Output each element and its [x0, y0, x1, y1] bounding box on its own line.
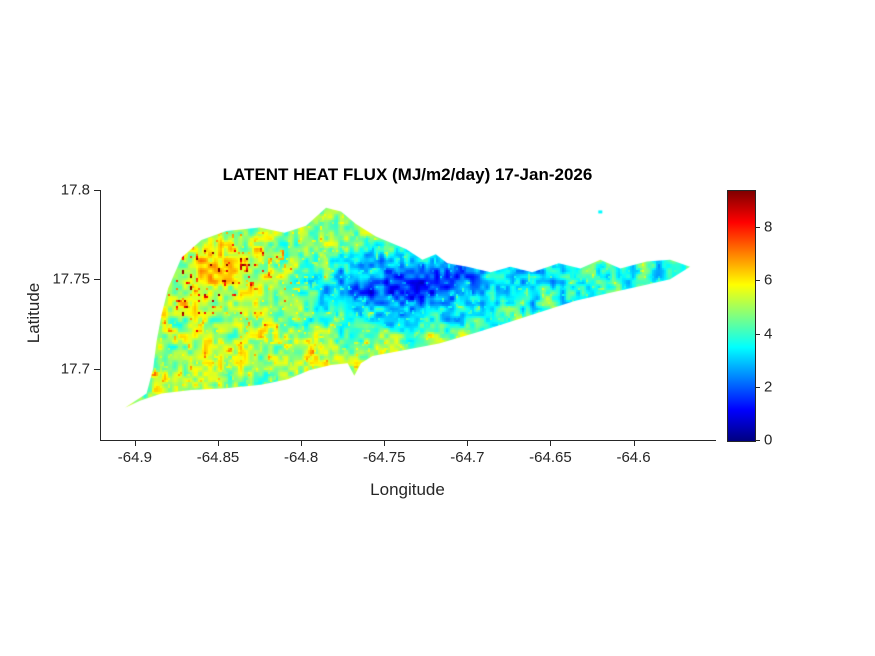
y-tick-mark	[94, 279, 100, 281]
heatmap-canvas	[100, 190, 715, 440]
x-tick-mark	[550, 441, 552, 446]
colorbar	[727, 190, 756, 442]
x-tick-label: -64.8	[284, 449, 319, 466]
colorbar-tick-mark	[756, 440, 760, 441]
y-tick-label: 17.75	[52, 270, 90, 288]
x-tick-mark	[218, 441, 219, 446]
x-tick-mark	[633, 441, 635, 446]
y-tick-mark	[94, 190, 100, 191]
colorbar-tick-label: 2	[764, 378, 773, 396]
x-tick-mark	[301, 441, 303, 446]
y-tick-label: 17.7	[60, 360, 90, 378]
y-axis-label: Latitude	[24, 282, 43, 344]
colorbar-gradient	[728, 191, 755, 441]
colorbar-tick-label: 8	[764, 218, 773, 236]
x-tick-label: -64.75	[362, 449, 406, 466]
x-tick-label: -64.65	[529, 449, 572, 466]
x-tick-label: -64.7	[450, 449, 485, 466]
y-axis-line	[100, 190, 101, 441]
x-axis-label: Longitude	[370, 480, 445, 499]
chart-title: LATENT HEAT FLUX (MJ/m2/day) 17-Jan-2026	[222, 165, 593, 184]
colorbar-tick-label: 4	[764, 325, 773, 343]
x-tick-mark	[384, 441, 386, 446]
x-tick-label: -64.85	[196, 449, 240, 466]
x-axis-line	[100, 440, 716, 441]
colorbar-tick-mark	[756, 280, 760, 282]
x-tick-label: -64.9	[117, 449, 152, 466]
x-tick-mark	[467, 441, 469, 446]
y-tick-mark	[94, 368, 100, 370]
y-tick-label: 17.8	[60, 181, 90, 199]
x-tick-label: -64.6	[616, 449, 651, 466]
colorbar-tick-mark	[756, 386, 760, 388]
colorbar-tick-mark	[756, 227, 760, 229]
colorbar-tick-label: 0	[764, 431, 773, 449]
colorbar-tick-label: 6	[764, 271, 773, 289]
x-tick-mark	[134, 441, 136, 446]
colorbar-tick-mark	[756, 333, 760, 335]
